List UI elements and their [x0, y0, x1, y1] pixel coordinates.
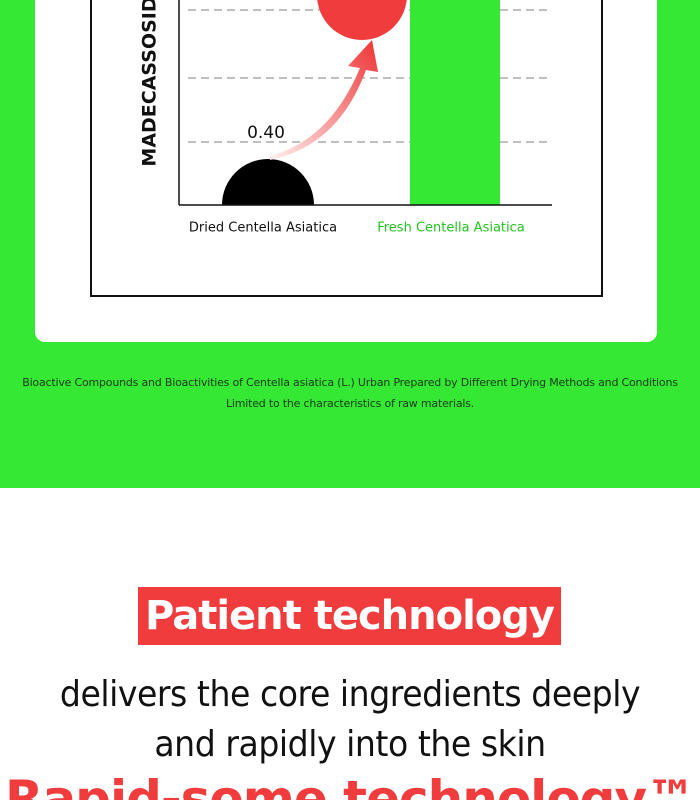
caption: Bioactive Compounds and Bioactivities of… — [22, 376, 678, 389]
arrow — [270, 40, 378, 160]
fresh-mark — [317, 0, 407, 40]
chart-card — [35, 0, 657, 342]
value-label: 0.40 — [247, 123, 285, 143]
body-text: delivers the core ingredients deeply — [59, 674, 641, 715]
category-label: Fresh Centella Asiatica — [377, 221, 525, 236]
chart-frame — [90, 0, 603, 297]
caption: Limited to the characteristics of raw ma… — [225, 397, 475, 410]
technology-name: Rapid-some technology™ — [4, 770, 696, 800]
dried-mark — [222, 159, 314, 205]
highlight-title: Patient technology — [138, 587, 561, 645]
category-label: Dried Centella Asiatica — [189, 221, 337, 236]
green-section: MADECASSOSIDE 0.40 Dried Centella Asiati… — [0, 0, 700, 488]
body-text: and rapidly into the skin — [154, 724, 546, 765]
chart-figure: MADECASSOSIDE 0.40 Dried Centella Asiati… — [90, 0, 603, 297]
axis-label: MADECASSOSIDE — [139, 0, 161, 167]
fresh-bar — [410, 0, 500, 205]
